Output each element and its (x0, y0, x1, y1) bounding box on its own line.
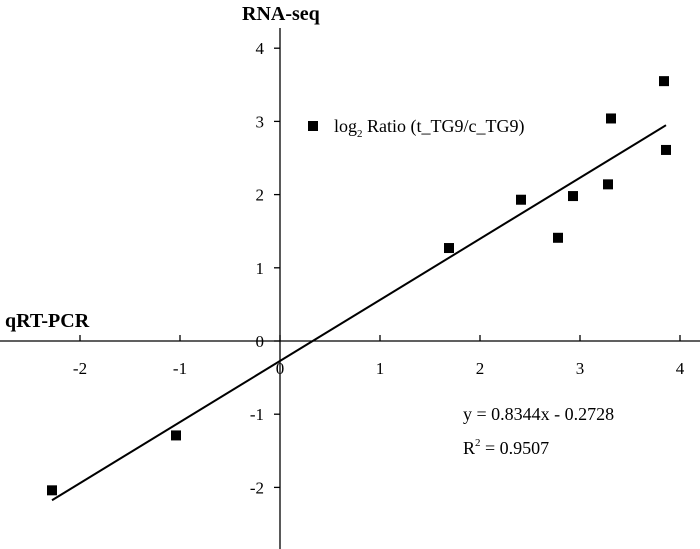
y-tick-label: -2 (250, 478, 264, 497)
data-points (47, 76, 671, 496)
trendline-equation: y = 0.8344x - 0.2728 (463, 404, 614, 424)
axes (0, 28, 700, 549)
x-tick-label: 1 (376, 359, 385, 378)
y-tick-label: 0 (256, 332, 265, 351)
data-point (661, 144, 671, 155)
legend: log2 Ratio (t_TG9/c_TG9) (308, 116, 524, 140)
legend-subscript: 2 (357, 128, 363, 140)
x-tick-label: -1 (173, 359, 187, 378)
y-tick-label: 4 (256, 39, 265, 58)
r2-prefix: R (463, 438, 475, 458)
y-tick-label: 1 (256, 259, 265, 278)
r2-suffix: = 0.9507 (481, 438, 550, 458)
x-tick-label: -2 (73, 359, 87, 378)
tick-labels: -2 -1 0 1 2 3 4 -2 -1 0 1 2 3 4 (73, 39, 685, 497)
data-point (553, 232, 563, 243)
data-point (603, 179, 613, 190)
x-axis-title: qRT-PCR (5, 310, 90, 332)
data-point (516, 194, 526, 205)
y-axis-title: RNA-seq (242, 3, 320, 25)
legend-marker (308, 121, 318, 131)
y-tick-label: 3 (256, 112, 265, 131)
legend-label: log2 Ratio (t_TG9/c_TG9) (334, 116, 524, 140)
data-point (444, 243, 454, 254)
y-tick-label: 2 (256, 186, 265, 205)
r2-superscript: 2 (475, 437, 481, 449)
legend-prefix: log (334, 116, 357, 136)
x-tick-label: 4 (676, 359, 685, 378)
data-point (171, 430, 181, 441)
data-point (568, 191, 578, 202)
y-tick-label: -1 (250, 405, 264, 424)
x-tick-label: 3 (576, 359, 585, 378)
trendline-annotation: y = 0.8344x - 0.2728 R2 = 0.9507 (463, 404, 614, 458)
r-squared-label: R2 = 0.9507 (463, 437, 549, 458)
trend-line (51, 124, 667, 502)
x-tick-label: 0 (276, 359, 285, 378)
data-point (606, 113, 616, 124)
legend-text: Ratio (t_TG9/c_TG9) (363, 116, 525, 137)
data-point (47, 485, 57, 496)
data-point (659, 76, 669, 87)
x-tick-label: 2 (476, 359, 485, 378)
